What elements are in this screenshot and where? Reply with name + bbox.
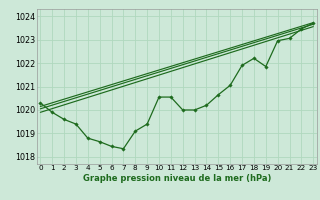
X-axis label: Graphe pression niveau de la mer (hPa): Graphe pression niveau de la mer (hPa) — [83, 174, 271, 183]
